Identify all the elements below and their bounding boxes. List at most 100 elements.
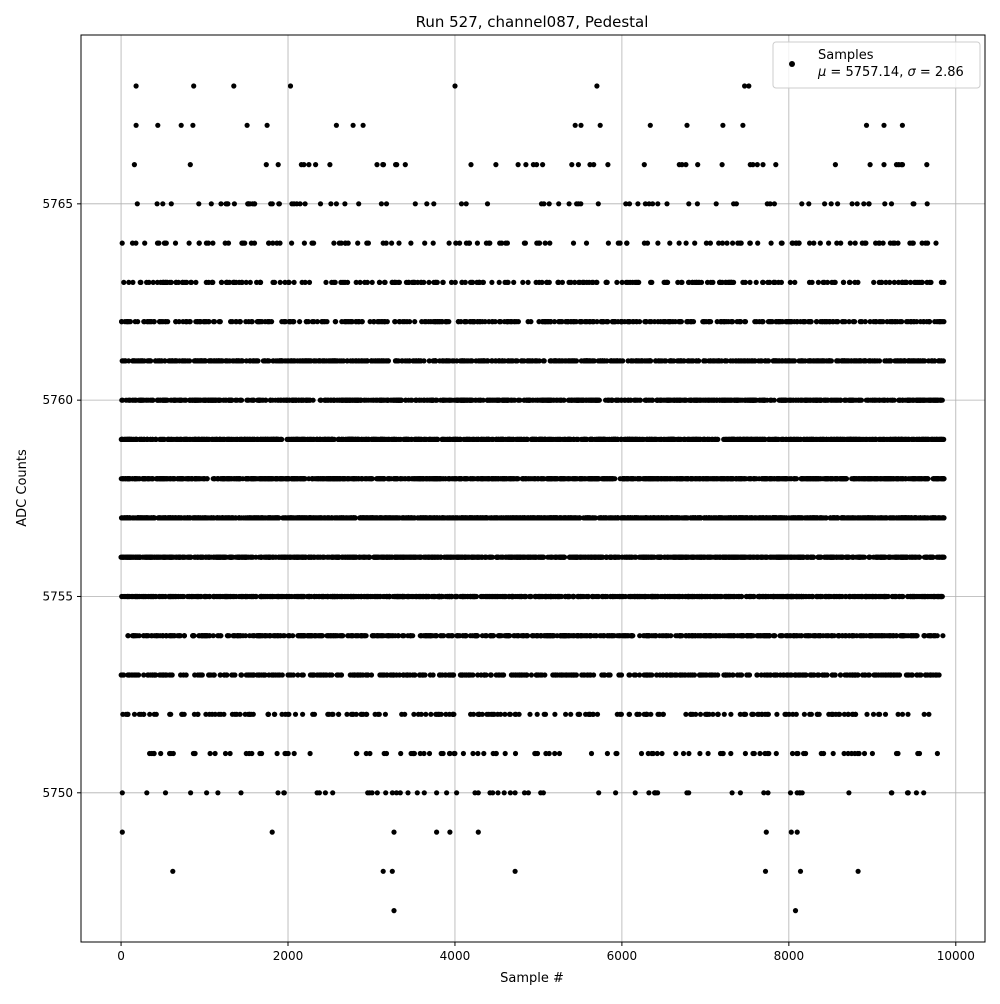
- data-point: [120, 672, 125, 677]
- data-point: [525, 555, 530, 560]
- data-point: [743, 712, 748, 717]
- data-point: [899, 555, 904, 560]
- data-point: [191, 594, 196, 599]
- data-point: [602, 633, 607, 638]
- data-point: [794, 751, 799, 756]
- data-point: [308, 672, 313, 677]
- data-point: [660, 633, 665, 638]
- data-point: [372, 555, 377, 560]
- data-point: [533, 594, 538, 599]
- data-point: [678, 672, 683, 677]
- data-point: [830, 712, 835, 717]
- data-point: [312, 712, 317, 717]
- data-point: [401, 515, 406, 520]
- data-point: [629, 633, 634, 638]
- data-point: [931, 633, 936, 638]
- data-point: [483, 633, 488, 638]
- data-point: [296, 555, 301, 560]
- data-point: [312, 594, 317, 599]
- data-point: [191, 633, 196, 638]
- data-point: [154, 633, 159, 638]
- data-point: [644, 712, 649, 717]
- data-point: [868, 555, 873, 560]
- data-point: [648, 555, 653, 560]
- data-point: [801, 594, 806, 599]
- data-point: [817, 712, 822, 717]
- data-point: [464, 672, 469, 677]
- data-point: [935, 751, 940, 756]
- data-point: [207, 672, 212, 677]
- data-point: [201, 633, 206, 638]
- data-point: [182, 712, 187, 717]
- data-point: [192, 672, 197, 677]
- data-point: [588, 672, 593, 677]
- data-point: [940, 633, 945, 638]
- data-point: [300, 712, 305, 717]
- data-point: [263, 633, 268, 638]
- data-point: [799, 633, 804, 638]
- data-point: [158, 751, 163, 756]
- data-point: [150, 594, 155, 599]
- data-point: [132, 712, 137, 717]
- data-point: [339, 672, 344, 677]
- data-point: [633, 790, 638, 795]
- data-point: [475, 555, 480, 560]
- data-point: [854, 633, 859, 638]
- data-point: [170, 555, 175, 560]
- data-point: [250, 633, 255, 638]
- data-point: [803, 751, 808, 756]
- data-point: [706, 751, 711, 756]
- data-point: [819, 751, 824, 756]
- data-point: [428, 712, 433, 717]
- data-point: [341, 555, 346, 560]
- data-point: [430, 555, 435, 560]
- data-point: [354, 751, 359, 756]
- data-point: [395, 555, 400, 560]
- data-point: [851, 712, 856, 717]
- data-point: [125, 712, 130, 717]
- data-point: [716, 712, 721, 717]
- data-point: [470, 594, 475, 599]
- data-point: [855, 751, 860, 756]
- data-point: [232, 712, 237, 717]
- data-point: [555, 672, 560, 677]
- data-point: [224, 594, 229, 599]
- data-point: [595, 594, 600, 599]
- data-point: [216, 555, 221, 560]
- data-point: [511, 672, 516, 677]
- data-point: [691, 633, 696, 638]
- data-point: [831, 672, 836, 677]
- data-point: [535, 712, 540, 717]
- data-point: [218, 672, 223, 677]
- data-point: [941, 555, 946, 560]
- data-point: [774, 751, 779, 756]
- data-point: [876, 712, 881, 717]
- data-point: [401, 633, 406, 638]
- data-point: [859, 594, 864, 599]
- data-point: [176, 594, 181, 599]
- data-point: [605, 594, 610, 599]
- data-point: [357, 555, 362, 560]
- data-point: [415, 790, 420, 795]
- data-point: [254, 594, 259, 599]
- data-point: [216, 594, 221, 599]
- data-point: [270, 594, 275, 599]
- data-point: [125, 594, 130, 599]
- data-point: [309, 555, 314, 560]
- data-point: [224, 672, 229, 677]
- data-point: [886, 672, 891, 677]
- data-point: [769, 555, 774, 560]
- data-point: [215, 633, 220, 638]
- data-point: [423, 712, 428, 717]
- data-point: [221, 712, 226, 717]
- data-point: [703, 712, 708, 717]
- data-point: [382, 594, 387, 599]
- data-point: [149, 751, 154, 756]
- data-point: [181, 555, 186, 560]
- data-point: [708, 672, 713, 677]
- data-point: [191, 751, 196, 756]
- data-point: [837, 633, 842, 638]
- data-point: [529, 672, 534, 677]
- data-point: [400, 594, 405, 599]
